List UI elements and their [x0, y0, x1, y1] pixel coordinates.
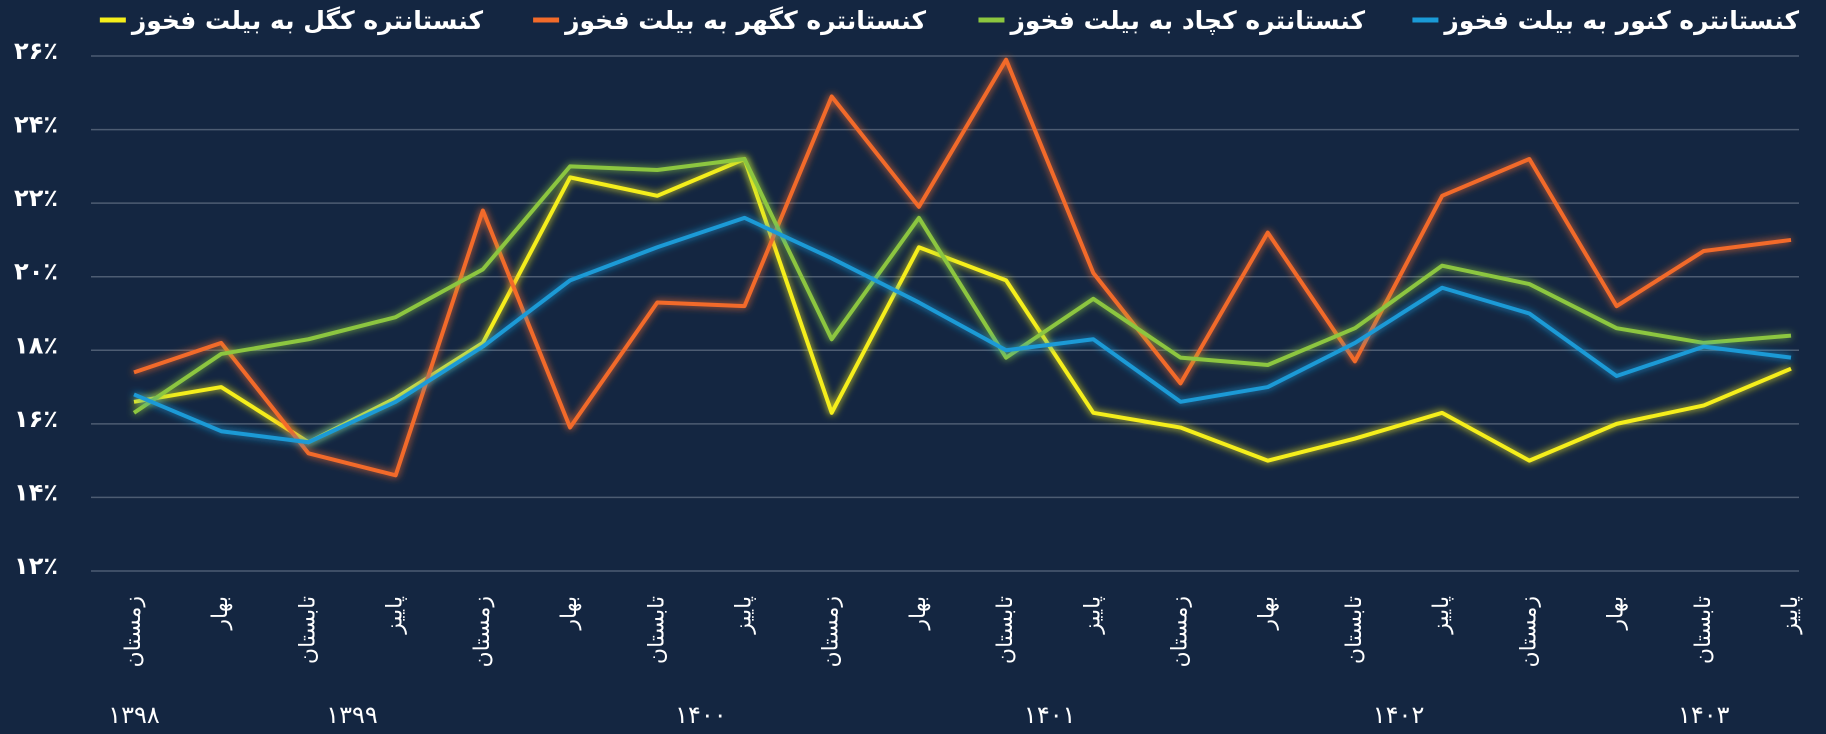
legend-label: کنستانتره کگهر به بیلت فخوز	[563, 6, 926, 36]
y-tick-label: ۱۴٪	[14, 478, 58, 506]
year-label: ۱۳۹۹	[326, 701, 378, 729]
y-tick-label: ۲۴٪	[14, 111, 58, 139]
series-line	[133, 157, 1792, 463]
x-tick-label: بهار	[1255, 596, 1280, 631]
x-tick-label: زمستان	[1168, 596, 1193, 668]
x-tick-label: زمستان	[819, 596, 844, 668]
year-label: ۱۴۰۱	[1024, 701, 1076, 729]
series-line	[132, 157, 1792, 415]
legend-label: کنستانتره کنور به بیلت فخوز	[1442, 6, 1799, 36]
series-line	[133, 57, 1792, 478]
y-tick-label: ۲۶٪	[14, 37, 58, 65]
year-label: ۱۴۰۳	[1678, 701, 1730, 729]
x-tick-label: پاییز	[1080, 596, 1105, 635]
x-tick-label: تابستان	[1691, 596, 1716, 664]
legend-label: کنستانتره کچاد به بیلت فخوز	[1008, 6, 1365, 36]
x-tick-label: بهار	[208, 596, 233, 631]
y-tick-label: ۱۸٪	[14, 331, 58, 359]
x-tick-label: زمستان	[1516, 596, 1541, 668]
x-tick-label: زمستان	[470, 596, 495, 668]
legend-label: کنستانتره کگل به بیلت فخوز	[130, 6, 484, 36]
x-tick-label: پاییز	[731, 596, 756, 635]
x-tick-label: تابستان	[993, 596, 1018, 664]
x-tick-label: تابستان	[644, 596, 669, 664]
x-tick-label: تابستان	[1342, 596, 1367, 664]
year-label: ۱۴۰۲	[1373, 701, 1425, 729]
y-tick-label: ۱۲٪	[14, 552, 58, 580]
x-tick-label: پاییز	[1429, 596, 1454, 635]
year-label: ۱۳۹۸	[108, 701, 160, 729]
y-tick-label: ۲۲٪	[14, 184, 58, 212]
x-tick-label: زمستان	[121, 596, 146, 668]
x-tick-label: بهار	[906, 596, 931, 631]
x-tick-label: تابستان	[295, 596, 320, 664]
x-tick-label: بهار	[557, 596, 582, 631]
x-tick-label: پاییز	[383, 596, 408, 635]
y-tick-label: ۱۶٪	[14, 405, 58, 433]
x-tick-label: بهار	[1604, 596, 1629, 631]
y-tick-label: ۲۰٪	[14, 258, 58, 286]
series-line	[133, 215, 1792, 445]
x-tick-label: پاییز	[1778, 596, 1803, 635]
year-label: ۱۴۰۰	[675, 701, 727, 729]
